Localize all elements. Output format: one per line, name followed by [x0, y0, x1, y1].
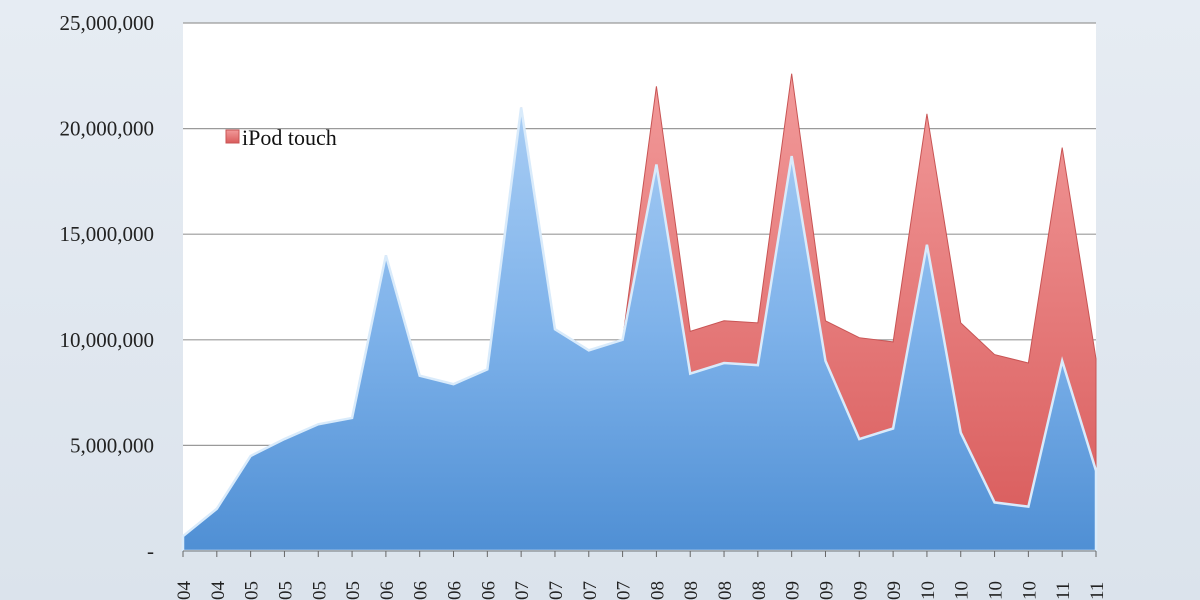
x-tick-label: 07	[580, 581, 601, 600]
x-tick-label: 06	[411, 581, 432, 600]
legend-swatch	[225, 129, 240, 144]
x-tick-label: 11	[1053, 582, 1074, 600]
y-tick-label: 10,000,000	[60, 328, 155, 352]
x-tick-label: 08	[749, 581, 770, 600]
legend-label: iPod touch	[242, 125, 337, 150]
x-tick-label: 05	[242, 581, 263, 600]
y-tick-label: 25,000,000	[60, 11, 155, 35]
x-tick-label: 06	[377, 581, 398, 600]
x-tick-label: 05	[309, 581, 330, 600]
y-tick-label: -	[147, 539, 154, 563]
x-tick-label: 07	[512, 581, 533, 600]
x-tick-label: 09	[884, 581, 905, 600]
x-tick-label: 09	[816, 581, 837, 600]
area-series-base	[181, 107, 1098, 553]
x-tick-label: 10	[952, 581, 973, 600]
x-tick-label: 06	[478, 581, 499, 600]
x-tick-label: 10	[918, 581, 939, 600]
x-tick-label: 10	[986, 581, 1007, 600]
x-tick-label: 08	[681, 581, 702, 600]
legend-item: iPod touch	[225, 125, 337, 150]
x-tick-label: 09	[850, 581, 871, 600]
x-tick-label: 08	[715, 581, 736, 600]
x-tick-label: 05	[343, 581, 364, 600]
x-tick-label: 07	[546, 581, 567, 600]
x-tick-label: 04	[208, 581, 229, 600]
x-tick-label: 04	[174, 581, 195, 600]
x-tick-label: 10	[1019, 581, 1040, 600]
x-tick-label: 11	[1087, 582, 1108, 600]
x-tick-label: 05	[275, 581, 296, 600]
y-tick-label: 5,000,000	[70, 433, 154, 457]
x-tick-label: 09	[783, 581, 804, 600]
y-tick-label: 15,000,000	[60, 222, 155, 246]
x-tick-label: 08	[647, 581, 668, 600]
x-tick-label: 06	[445, 581, 466, 600]
x-tick-label: 07	[614, 581, 635, 600]
y-tick-label: 20,000,000	[60, 117, 155, 141]
